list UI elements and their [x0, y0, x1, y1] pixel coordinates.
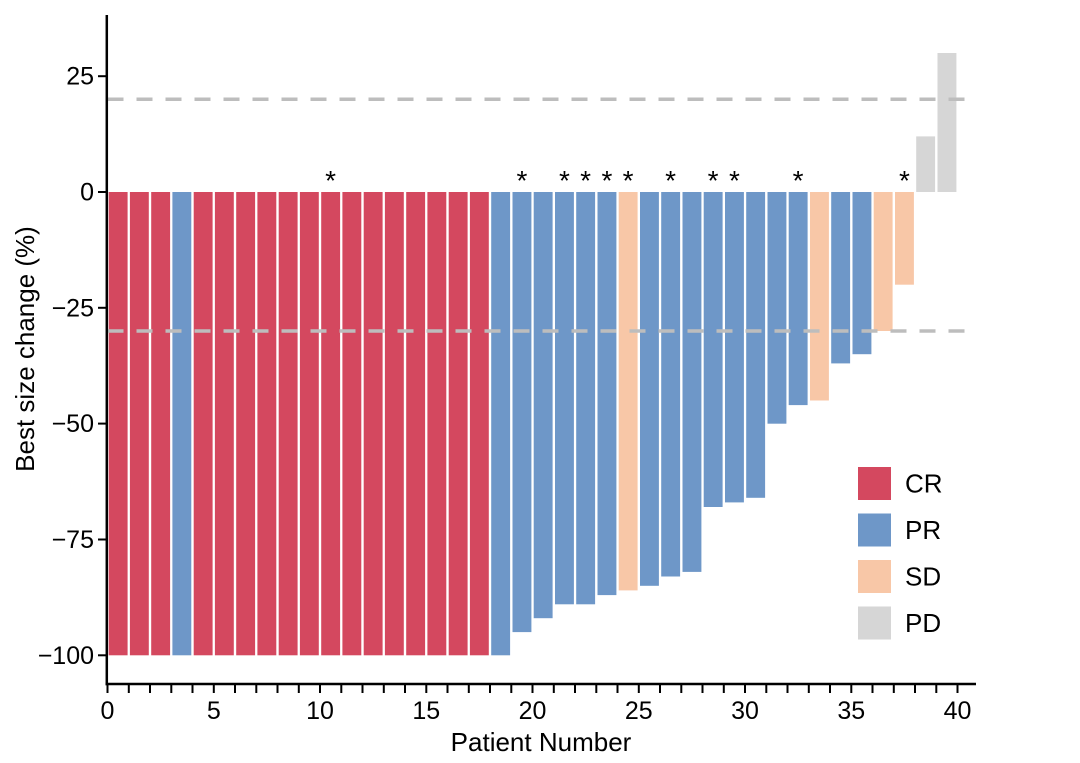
bar-patient-23 [576, 192, 596, 605]
bar-patient-30 [725, 192, 744, 503]
bar-patient-17 [448, 192, 468, 656]
bar-patient-31 [746, 192, 766, 498]
bar-patient-2 [129, 192, 149, 656]
asterisk-markers-group: * * * * * * * * * * * [325, 165, 910, 196]
bars-group [108, 53, 957, 656]
bar-patient-39 [916, 136, 936, 192]
bar-patient-34 [810, 192, 829, 401]
y-tick-label: 0 [80, 179, 94, 207]
asterisk-marker-patient-23: * [580, 165, 591, 196]
bar-patient-35 [831, 192, 851, 364]
bar-patient-27 [661, 192, 681, 577]
bar-patient-20 [512, 192, 532, 633]
legend-label-pd: PD [905, 608, 941, 638]
y-tick-label: 25 [66, 63, 94, 91]
x-axis-title: Patient Number [451, 727, 632, 757]
bar-patient-25 [618, 192, 638, 591]
y-tick-label: −75 [52, 526, 94, 554]
bar-patient-19 [491, 192, 511, 656]
legend-swatch-pr [858, 513, 891, 547]
bar-patient-37 [873, 192, 893, 331]
x-tick-label: 40 [944, 697, 972, 725]
asterisk-marker-patient-25: * [623, 165, 634, 196]
x-tick-label: 10 [306, 697, 334, 725]
bar-patient-7 [236, 192, 256, 656]
legend-swatch-cr [858, 467, 891, 500]
bar-patient-5 [193, 192, 213, 656]
bar-patient-26 [640, 192, 659, 586]
asterisk-marker-patient-33: * [793, 165, 804, 196]
bar-patient-32 [767, 192, 787, 424]
bar-patient-12 [342, 192, 362, 656]
asterisk-marker-patient-38: * [899, 165, 910, 196]
bar-patient-18 [469, 192, 489, 656]
x-tick-label: 30 [731, 697, 759, 725]
legend: CR PR SD PD [858, 467, 943, 640]
legend-swatch-sd [858, 560, 891, 593]
bar-patient-24 [597, 192, 617, 596]
y-tick-label: −100 [38, 642, 94, 670]
bar-patient-28 [682, 192, 702, 572]
bar-patient-8 [257, 192, 277, 656]
bar-patient-21 [533, 192, 553, 619]
legend-swatch-pd [858, 606, 891, 640]
bar-patient-9 [278, 192, 298, 656]
x-tick-label: 15 [412, 697, 440, 725]
bar-patient-4 [172, 192, 192, 656]
asterisk-marker-patient-20: * [516, 165, 527, 196]
x-tick-label: 35 [837, 697, 865, 725]
y-tick-label: −25 [52, 294, 94, 322]
bar-patient-10 [299, 192, 319, 656]
y-axis-title: Best size change (%) [10, 226, 40, 472]
legend-label-sd: SD [905, 562, 941, 592]
y-tick-label: −50 [52, 410, 94, 438]
x-tick-label: 0 [101, 697, 115, 725]
asterisk-marker-patient-30: * [729, 165, 740, 196]
legend-label-cr: CR [905, 469, 943, 499]
asterisk-marker-patient-29: * [708, 165, 719, 196]
bar-patient-11 [321, 192, 341, 656]
bar-patient-13 [363, 192, 383, 656]
bar-patient-1 [108, 192, 128, 656]
asterisk-marker-patient-27: * [665, 165, 676, 196]
x-tick-label: 20 [519, 697, 547, 725]
bar-patient-15 [406, 192, 426, 656]
x-tick-label: 5 [207, 697, 221, 725]
asterisk-marker-patient-24: * [601, 165, 612, 196]
bar-patient-33 [788, 192, 808, 406]
asterisk-marker-patient-22: * [559, 165, 570, 196]
x-tick-label: 25 [625, 697, 653, 725]
bar-patient-3 [151, 192, 171, 656]
bar-patient-14 [384, 192, 404, 656]
bar-patient-36 [852, 192, 872, 355]
bar-patient-22 [555, 192, 574, 605]
bar-patient-16 [427, 192, 447, 656]
bar-patient-6 [214, 192, 234, 656]
legend-label-pr: PR [905, 515, 941, 545]
bar-patient-40 [937, 53, 957, 192]
asterisk-marker-patient-11: * [325, 165, 336, 196]
bar-patient-29 [703, 192, 723, 507]
bar-patient-38 [895, 192, 914, 285]
